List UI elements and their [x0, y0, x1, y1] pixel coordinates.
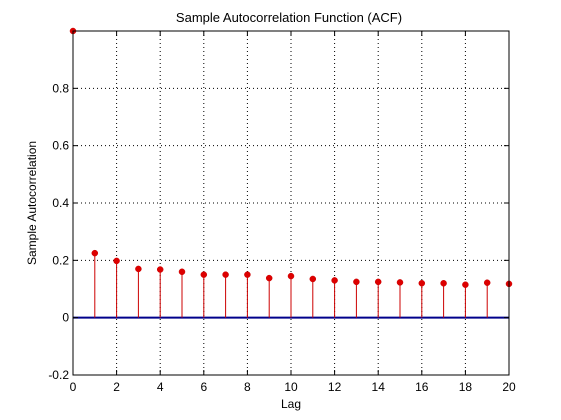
y-tick-label: 0.6 — [52, 139, 69, 153]
y-axis-label: Sample Autocorrelation — [25, 141, 39, 265]
stem-marker — [113, 257, 120, 265]
stem-marker — [156, 266, 164, 273]
x-tick-label: 20 — [502, 380, 516, 394]
x-tick-label: 16 — [415, 380, 429, 394]
x-tick-label: 8 — [244, 380, 251, 394]
y-tick-label: 0 — [62, 311, 69, 325]
stem-marker — [222, 271, 229, 278]
stem-marker — [178, 268, 186, 276]
y-tick-label: 0.2 — [52, 253, 69, 267]
stem-marker — [483, 279, 491, 286]
stem-marker — [440, 280, 447, 287]
x-tick-label: 10 — [284, 380, 298, 394]
stem-marker — [287, 272, 295, 280]
stem-marker — [396, 279, 404, 286]
y-tick-label: -0.2 — [48, 368, 69, 382]
x-tick-label: 2 — [113, 380, 120, 394]
chart-title: Sample Autocorrelation Function (ACF) — [176, 10, 402, 25]
x-tick-labels: 0 2 4 6 8 10 12 14 16 18 20 — [70, 380, 516, 394]
stem-marker — [353, 278, 360, 286]
stem-marker — [418, 280, 426, 287]
stem-marker — [309, 275, 317, 283]
x-tick-label: 0 — [70, 380, 77, 394]
stem-marker — [331, 277, 338, 284]
x-tick-label: 18 — [459, 380, 473, 394]
y-tick-label: 0.8 — [52, 81, 69, 95]
x-tick-label: 14 — [372, 380, 386, 394]
stem-marker — [135, 265, 142, 273]
stem-marker — [91, 249, 99, 257]
stem-marker — [200, 271, 208, 278]
y-tick-label: 0.4 — [52, 196, 69, 210]
y-tick-labels: -0.2 0 0.2 0.4 0.6 0.8 — [48, 81, 69, 382]
x-tick-label: 4 — [157, 380, 164, 394]
stem-marker — [265, 274, 273, 282]
stem-marker — [462, 281, 469, 288]
markers — [69, 27, 513, 288]
ticks — [72, 31, 510, 376]
stem-marker — [244, 271, 251, 278]
stem-marker — [374, 278, 382, 286]
x-axis-label: Lag — [281, 397, 301, 411]
x-tick-label: 12 — [328, 380, 342, 394]
x-tick-label: 6 — [200, 380, 207, 394]
